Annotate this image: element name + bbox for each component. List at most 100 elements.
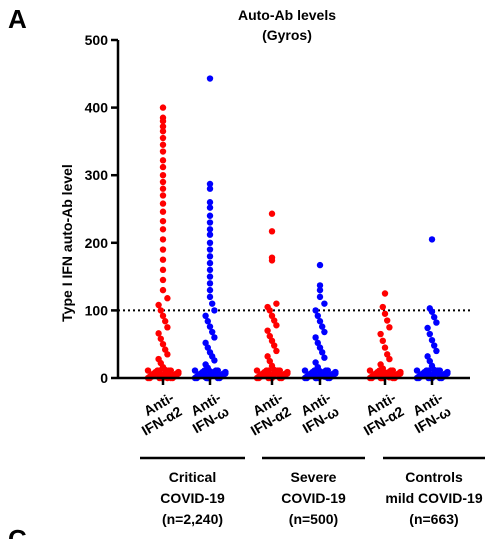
category-label: Anti-IFN-α2 (361, 389, 407, 439)
data-point (316, 261, 324, 269)
data-point (265, 367, 272, 374)
y-tick-label: 100 (85, 302, 109, 318)
data-point (206, 219, 214, 226)
data-point (312, 307, 319, 314)
data-point (157, 335, 164, 342)
y-axis: 0 100 200 300 400 500 (85, 32, 120, 386)
data-points (144, 75, 451, 382)
data-point (159, 128, 167, 135)
data-point (206, 75, 214, 82)
data-point (214, 367, 221, 374)
group-label-line: Severe (291, 469, 337, 485)
data-point (159, 200, 167, 207)
data-point (276, 367, 283, 374)
data-point (211, 307, 218, 314)
data-point (381, 310, 389, 317)
data-point (206, 185, 214, 192)
group-label-line: mild COVID-19 (385, 490, 482, 506)
data-point (268, 257, 276, 264)
data-point (206, 259, 214, 267)
data-point (159, 185, 167, 192)
data-point (156, 367, 163, 374)
group-label-line: COVID-19 (160, 490, 225, 506)
y-tick-label: 500 (85, 32, 109, 48)
data-point (159, 312, 167, 320)
data-point (164, 295, 171, 302)
data-point (433, 347, 440, 355)
data-point (321, 328, 328, 336)
data-point (332, 370, 339, 377)
data-point (206, 323, 214, 330)
data-point (159, 192, 167, 199)
data-point (159, 117, 167, 125)
category-label: Anti-IFN-ω (410, 389, 454, 436)
data-point (159, 266, 167, 274)
data-point (159, 236, 167, 243)
category-label: Anti-IFN-α2 (139, 389, 185, 439)
group-label-line: (n=663) (409, 511, 458, 527)
data-point (316, 282, 324, 289)
data-point (206, 293, 214, 301)
data-point (206, 266, 214, 274)
category-label: Anti-IFN-ω (298, 389, 342, 436)
group-labels: Critical COVID-19 (n=2,240) Severe COVID-19 (… (140, 456, 485, 527)
data-point (321, 300, 328, 307)
data-point (206, 199, 214, 206)
chart-title-line-1: Auto-Ab levels (238, 7, 336, 23)
data-point (381, 290, 389, 297)
y-tick-label: 300 (85, 167, 109, 183)
data-point (202, 312, 209, 320)
data-point (428, 308, 436, 315)
data-point (159, 286, 167, 294)
data-point (155, 301, 162, 309)
data-point (144, 367, 152, 374)
data-point (436, 367, 443, 374)
data-point (316, 318, 324, 325)
group-label-line: Controls (405, 469, 463, 485)
data-point (266, 307, 273, 314)
data-point (413, 367, 421, 374)
y-tick-label: 200 (85, 235, 109, 251)
data-point (273, 322, 280, 329)
x-axis (118, 376, 470, 385)
data-point (159, 341, 167, 348)
data-point (159, 157, 167, 164)
data-point (428, 336, 436, 344)
data-point (386, 355, 393, 363)
data-point (191, 367, 199, 374)
data-point (319, 349, 326, 356)
data-point (301, 367, 309, 374)
data-point (253, 367, 261, 374)
data-point (206, 212, 214, 219)
group-label-line: (n=500) (289, 511, 338, 527)
data-point (312, 334, 319, 341)
category-labels: Anti-IFN-α2 Anti-IFN-ω Anti-IFN-α2 Anti-IFN… (139, 389, 454, 439)
data-point (159, 208, 167, 215)
data-point (379, 303, 386, 311)
data-point (206, 180, 214, 188)
next-panel-letter: C (8, 524, 27, 539)
data-point (444, 370, 451, 377)
data-point (204, 318, 211, 325)
data-point (386, 324, 393, 331)
data-point (319, 323, 326, 330)
data-point (206, 239, 214, 246)
data-point (268, 228, 276, 235)
data-point (425, 367, 432, 374)
group-label-line: Critical (169, 469, 216, 485)
data-point (428, 236, 436, 243)
data-point (378, 367, 385, 374)
group-label-line: (n=2,240) (162, 511, 223, 527)
data-point (206, 246, 214, 253)
data-point (314, 312, 321, 320)
data-point (203, 367, 210, 374)
data-point (271, 342, 278, 349)
data-point (321, 354, 328, 361)
category-label: Anti-IFN-ω (188, 389, 232, 436)
y-tick-label: 400 (85, 100, 109, 116)
data-point (397, 370, 404, 377)
data-point (159, 226, 167, 233)
data-point (273, 300, 280, 307)
chart-title-line-2: (Gyros) (262, 27, 312, 43)
